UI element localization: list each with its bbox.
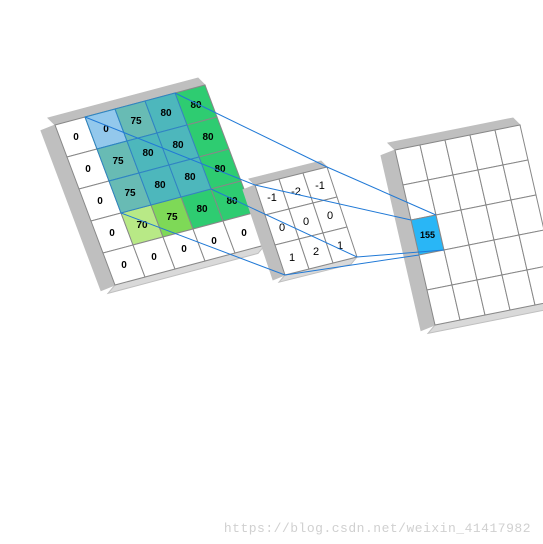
input-cell-value: 75 <box>112 156 124 167</box>
convolution-diagram: 0075808007580808007580808007075808000000… <box>0 0 543 544</box>
input-cell-value: 0 <box>97 196 103 207</box>
input-cell-value: 80 <box>202 132 214 143</box>
input-cell-value: 80 <box>142 148 154 159</box>
kernel-cell-value: -1 <box>315 180 325 192</box>
input-cell-value: 75 <box>124 188 136 199</box>
input-cell-value: 80 <box>196 204 208 215</box>
input-cell-value: 0 <box>181 244 187 255</box>
input-cell-value: 80 <box>226 196 238 207</box>
input-cell-value: 0 <box>241 228 247 239</box>
input-cell-value: 0 <box>151 252 157 263</box>
input-cell-value: 80 <box>172 140 184 151</box>
input-cell-value: 0 <box>121 260 127 271</box>
watermark-text: https://blog.csdn.net/weixin_41417982 <box>224 521 531 536</box>
input-cell-value: 80 <box>184 172 196 183</box>
input-cell-value: 75 <box>166 212 178 223</box>
input-cell-value: 0 <box>211 236 217 247</box>
input-cell-value: 0 <box>73 132 79 143</box>
input-cell-value: 0 <box>109 228 115 239</box>
input-cell-value: 80 <box>154 180 166 191</box>
kernel-cell-value: 1 <box>289 252 295 264</box>
kernel-cell-value: 0 <box>327 210 333 222</box>
kernel-cell-value: 2 <box>313 246 319 258</box>
kernel-cell-value: -2 <box>291 186 301 198</box>
kernel-cell-value: -1 <box>267 192 277 204</box>
input-cell-value: 0 <box>85 164 91 175</box>
kernel-cell-value: 0 <box>279 222 285 234</box>
input-cell-value: 70 <box>136 220 148 231</box>
input-cell-value: 80 <box>160 108 172 119</box>
kernel-cell-value: 0 <box>303 216 309 228</box>
input-cell-value: 75 <box>130 116 142 127</box>
output-cell-value: 155 <box>420 230 435 240</box>
